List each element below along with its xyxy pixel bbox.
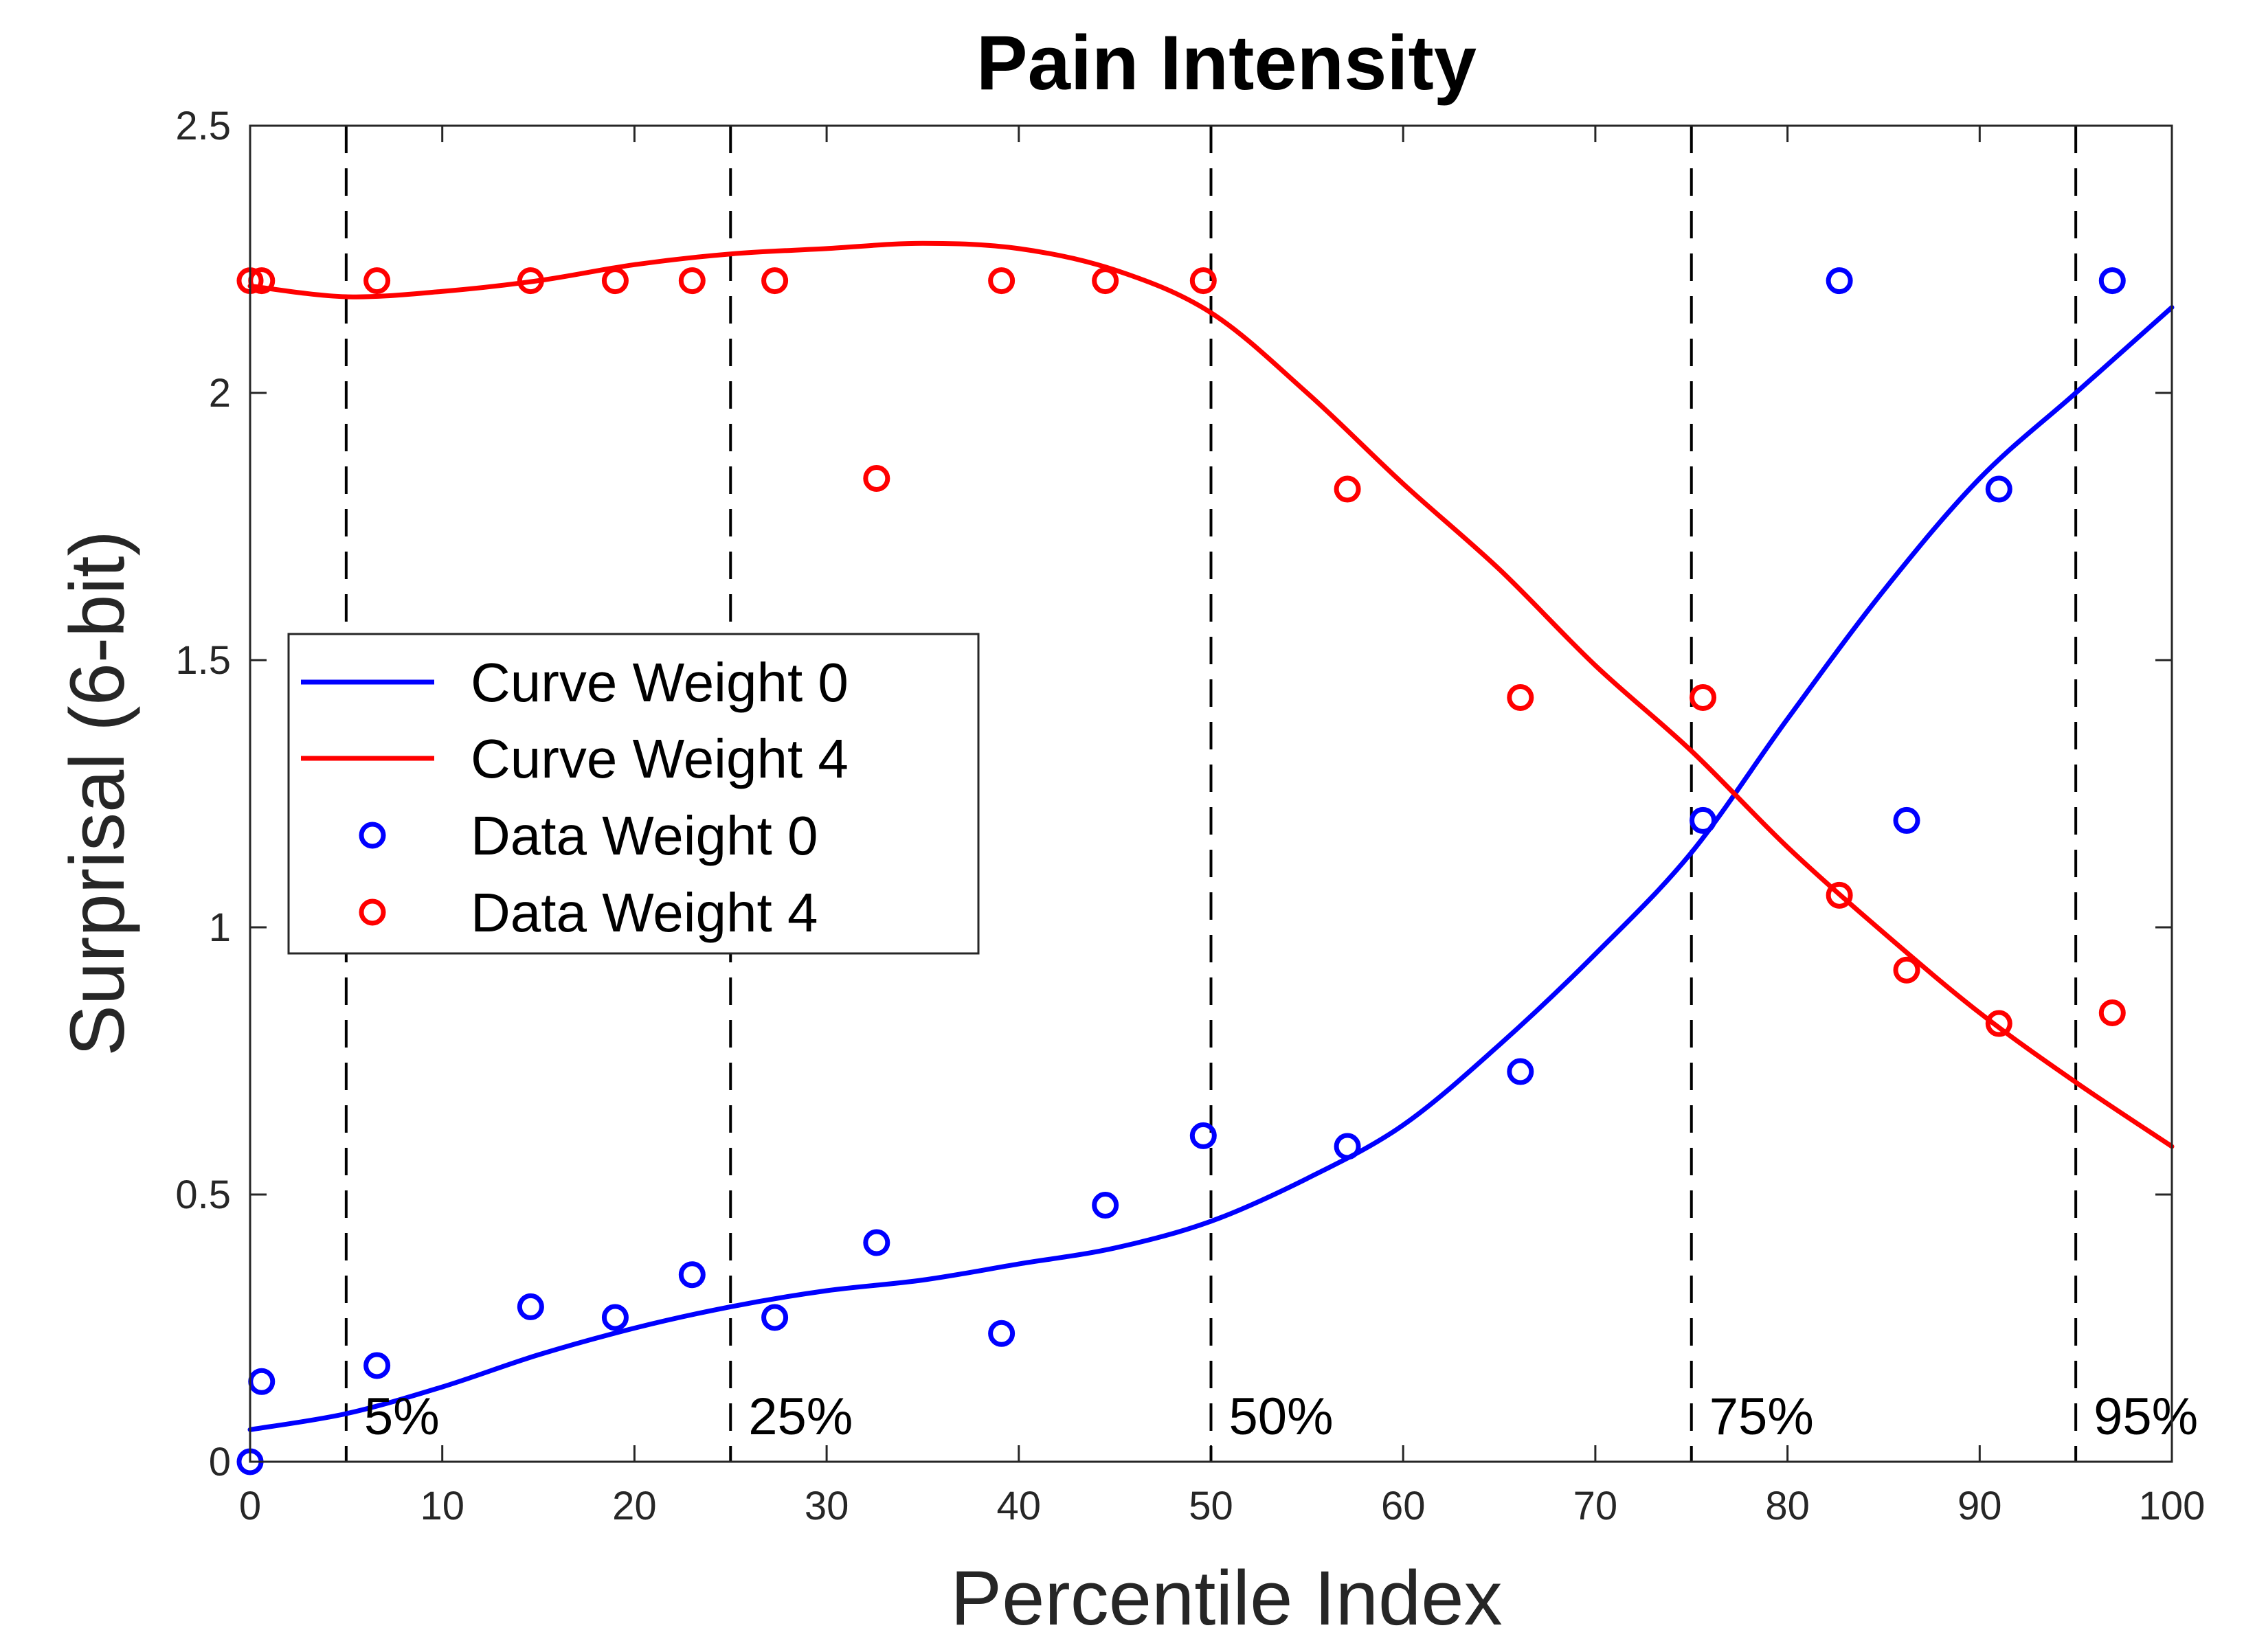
data-point-weight-0 — [1690, 806, 1717, 834]
data-point-weight-4 — [678, 267, 706, 295]
data-point-weight-4 — [601, 267, 629, 295]
percentile-label-95: 95% — [2094, 1388, 2198, 1446]
x-tick-label: 90 — [1957, 1484, 2002, 1528]
y-tick-label: 1.5 — [175, 638, 231, 683]
percentile-label-5: 5% — [364, 1388, 440, 1446]
data-point-weight-4 — [988, 267, 1016, 295]
data-point-weight-0 — [1189, 1122, 1217, 1149]
data-point-weight-4 — [1690, 683, 1717, 711]
data-point-weight-0 — [761, 1304, 789, 1331]
data-point-weight-4 — [1826, 881, 1853, 909]
x-tick-label: 100 — [2139, 1484, 2206, 1528]
x-tick-label: 70 — [1573, 1484, 1618, 1528]
y-axis-label: Surprisal (6-bit) — [54, 530, 140, 1056]
legend-entry-label: Data Weight 0 — [471, 805, 818, 866]
data-point-weight-0 — [517, 1293, 544, 1320]
data-point-weight-4 — [1334, 475, 1361, 503]
percentile-label-25: 25% — [748, 1388, 853, 1446]
percentile-label-50: 50% — [1229, 1388, 1334, 1446]
data-point-weight-0 — [1092, 1192, 1119, 1219]
y-tick-label: 2 — [209, 371, 231, 416]
data-point-weight-4 — [363, 267, 391, 295]
data-point-weight-4 — [1985, 1010, 2012, 1037]
x-tick-label: 80 — [1765, 1484, 1810, 1528]
data-point-weight-4 — [2098, 999, 2126, 1026]
data-point-weight-0 — [1334, 1133, 1361, 1160]
data-point-weight-0 — [863, 1229, 890, 1256]
data-point-weight-0 — [1893, 806, 1920, 834]
y-tick-label: 0 — [209, 1440, 231, 1484]
legend-swatch-marker — [359, 822, 386, 849]
data-point-weight-0 — [678, 1261, 706, 1289]
data-point-weight-0 — [1826, 267, 1853, 295]
data-point-weight-4 — [761, 267, 789, 295]
data-point-weight-0 — [363, 1352, 391, 1379]
x-tick-label: 0 — [239, 1484, 261, 1528]
x-tick-label: 30 — [805, 1484, 849, 1528]
data-point-weight-0 — [988, 1320, 1016, 1347]
series-line-weight-0 — [247, 305, 2175, 1432]
y-tick-label: 2.5 — [175, 104, 231, 148]
data-point-weight-4 — [1092, 267, 1119, 295]
data-point-weight-4 — [1189, 267, 1217, 295]
y-tick-label: 0.5 — [175, 1173, 231, 1217]
data-point-weight-4 — [1507, 683, 1534, 711]
y-tick-label: 1 — [209, 905, 231, 950]
legend-entry-label: Data Weight 4 — [471, 882, 818, 943]
x-tick-label: 10 — [420, 1484, 464, 1528]
x-axis-label: Percentile Index — [950, 1555, 1502, 1641]
data-point-weight-0 — [601, 1304, 629, 1331]
data-point-weight-0 — [1507, 1058, 1534, 1085]
x-tick-label: 40 — [997, 1484, 1042, 1528]
legend-entry-label: Curve Weight 0 — [471, 652, 849, 713]
x-tick-label: 50 — [1189, 1484, 1233, 1528]
data-point-weight-4 — [1893, 956, 1920, 984]
x-tick-label: 60 — [1381, 1484, 1426, 1528]
data-point-weight-0 — [1985, 475, 2012, 503]
chart-title: Pain Intensity — [976, 20, 1477, 106]
data-point-weight-4 — [863, 464, 890, 492]
legend-box — [287, 633, 980, 955]
x-tick-label: 20 — [612, 1484, 657, 1528]
legend-swatch-marker — [359, 898, 386, 926]
data-point-weight-4 — [517, 267, 544, 295]
plot-frame — [249, 124, 2173, 1463]
series-line-weight-4 — [247, 240, 2175, 1149]
percentile-label-75: 75% — [1709, 1388, 1814, 1446]
data-point-weight-0 — [2098, 267, 2126, 295]
legend-entry-label: Curve Weight 4 — [471, 728, 849, 789]
